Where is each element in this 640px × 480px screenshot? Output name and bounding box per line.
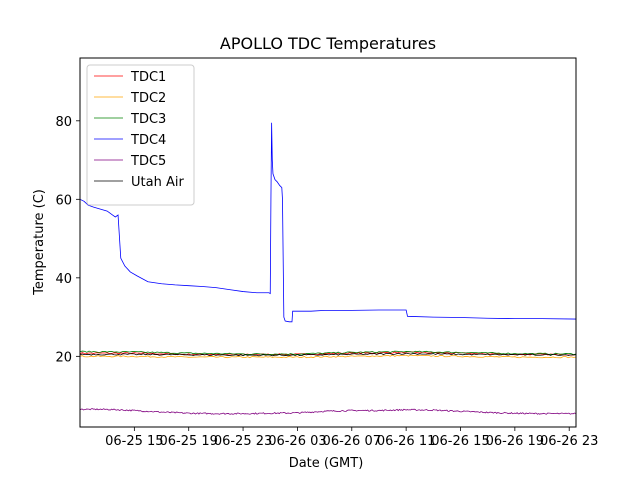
x-tick-label: 06-26 03 [268, 434, 326, 449]
series-line-tdc3 [79, 350, 577, 356]
legend-label-utah-air: Utah Air [131, 175, 184, 190]
x-tick-label: 06-26 19 [486, 434, 544, 449]
chart-title: APOLLO TDC Temperatures [220, 34, 436, 53]
x-tick-label: 06-25 23 [214, 434, 272, 449]
y-tick-label: 60 [55, 193, 72, 208]
x-axis-label: Date (GMT) [289, 456, 364, 471]
legend-box [86, 64, 195, 206]
legend-label-tdc3: TDC3 [130, 112, 166, 127]
legend-label-tdc1: TDC1 [130, 70, 166, 85]
y-tick-label: 40 [55, 272, 72, 287]
x-tick-label: 06-26 07 [323, 434, 381, 449]
x-tick-label: 06-26 15 [431, 434, 489, 449]
legend: TDC1 TDC2 TDC3 TDC4 TDC5 Utah Air [86, 64, 195, 206]
y-axis-ticks: 20 40 60 80 [55, 115, 80, 365]
x-tick-label: 06-25 19 [159, 434, 217, 449]
x-tick-label: 06-26 11 [377, 434, 435, 449]
legend-label-tdc4: TDC4 [130, 133, 166, 148]
legend-label-tdc2: TDC2 [130, 91, 166, 106]
y-tick-label: 20 [55, 350, 72, 365]
x-tick-label: 06-26 23 [540, 434, 598, 449]
y-tick-label: 80 [55, 115, 72, 130]
plot-frame [79, 57, 577, 428]
series-layer [79, 122, 577, 415]
y-axis-label: Temperature (C) [32, 189, 47, 296]
legend-label-tdc5: TDC5 [130, 154, 166, 169]
series-line-tdc4 [79, 122, 577, 323]
series-line-tdc2 [79, 354, 577, 359]
series-line-utah-air [79, 352, 577, 357]
x-tick-label: 06-25 15 [105, 434, 163, 449]
series-line-tdc5 [79, 408, 577, 415]
